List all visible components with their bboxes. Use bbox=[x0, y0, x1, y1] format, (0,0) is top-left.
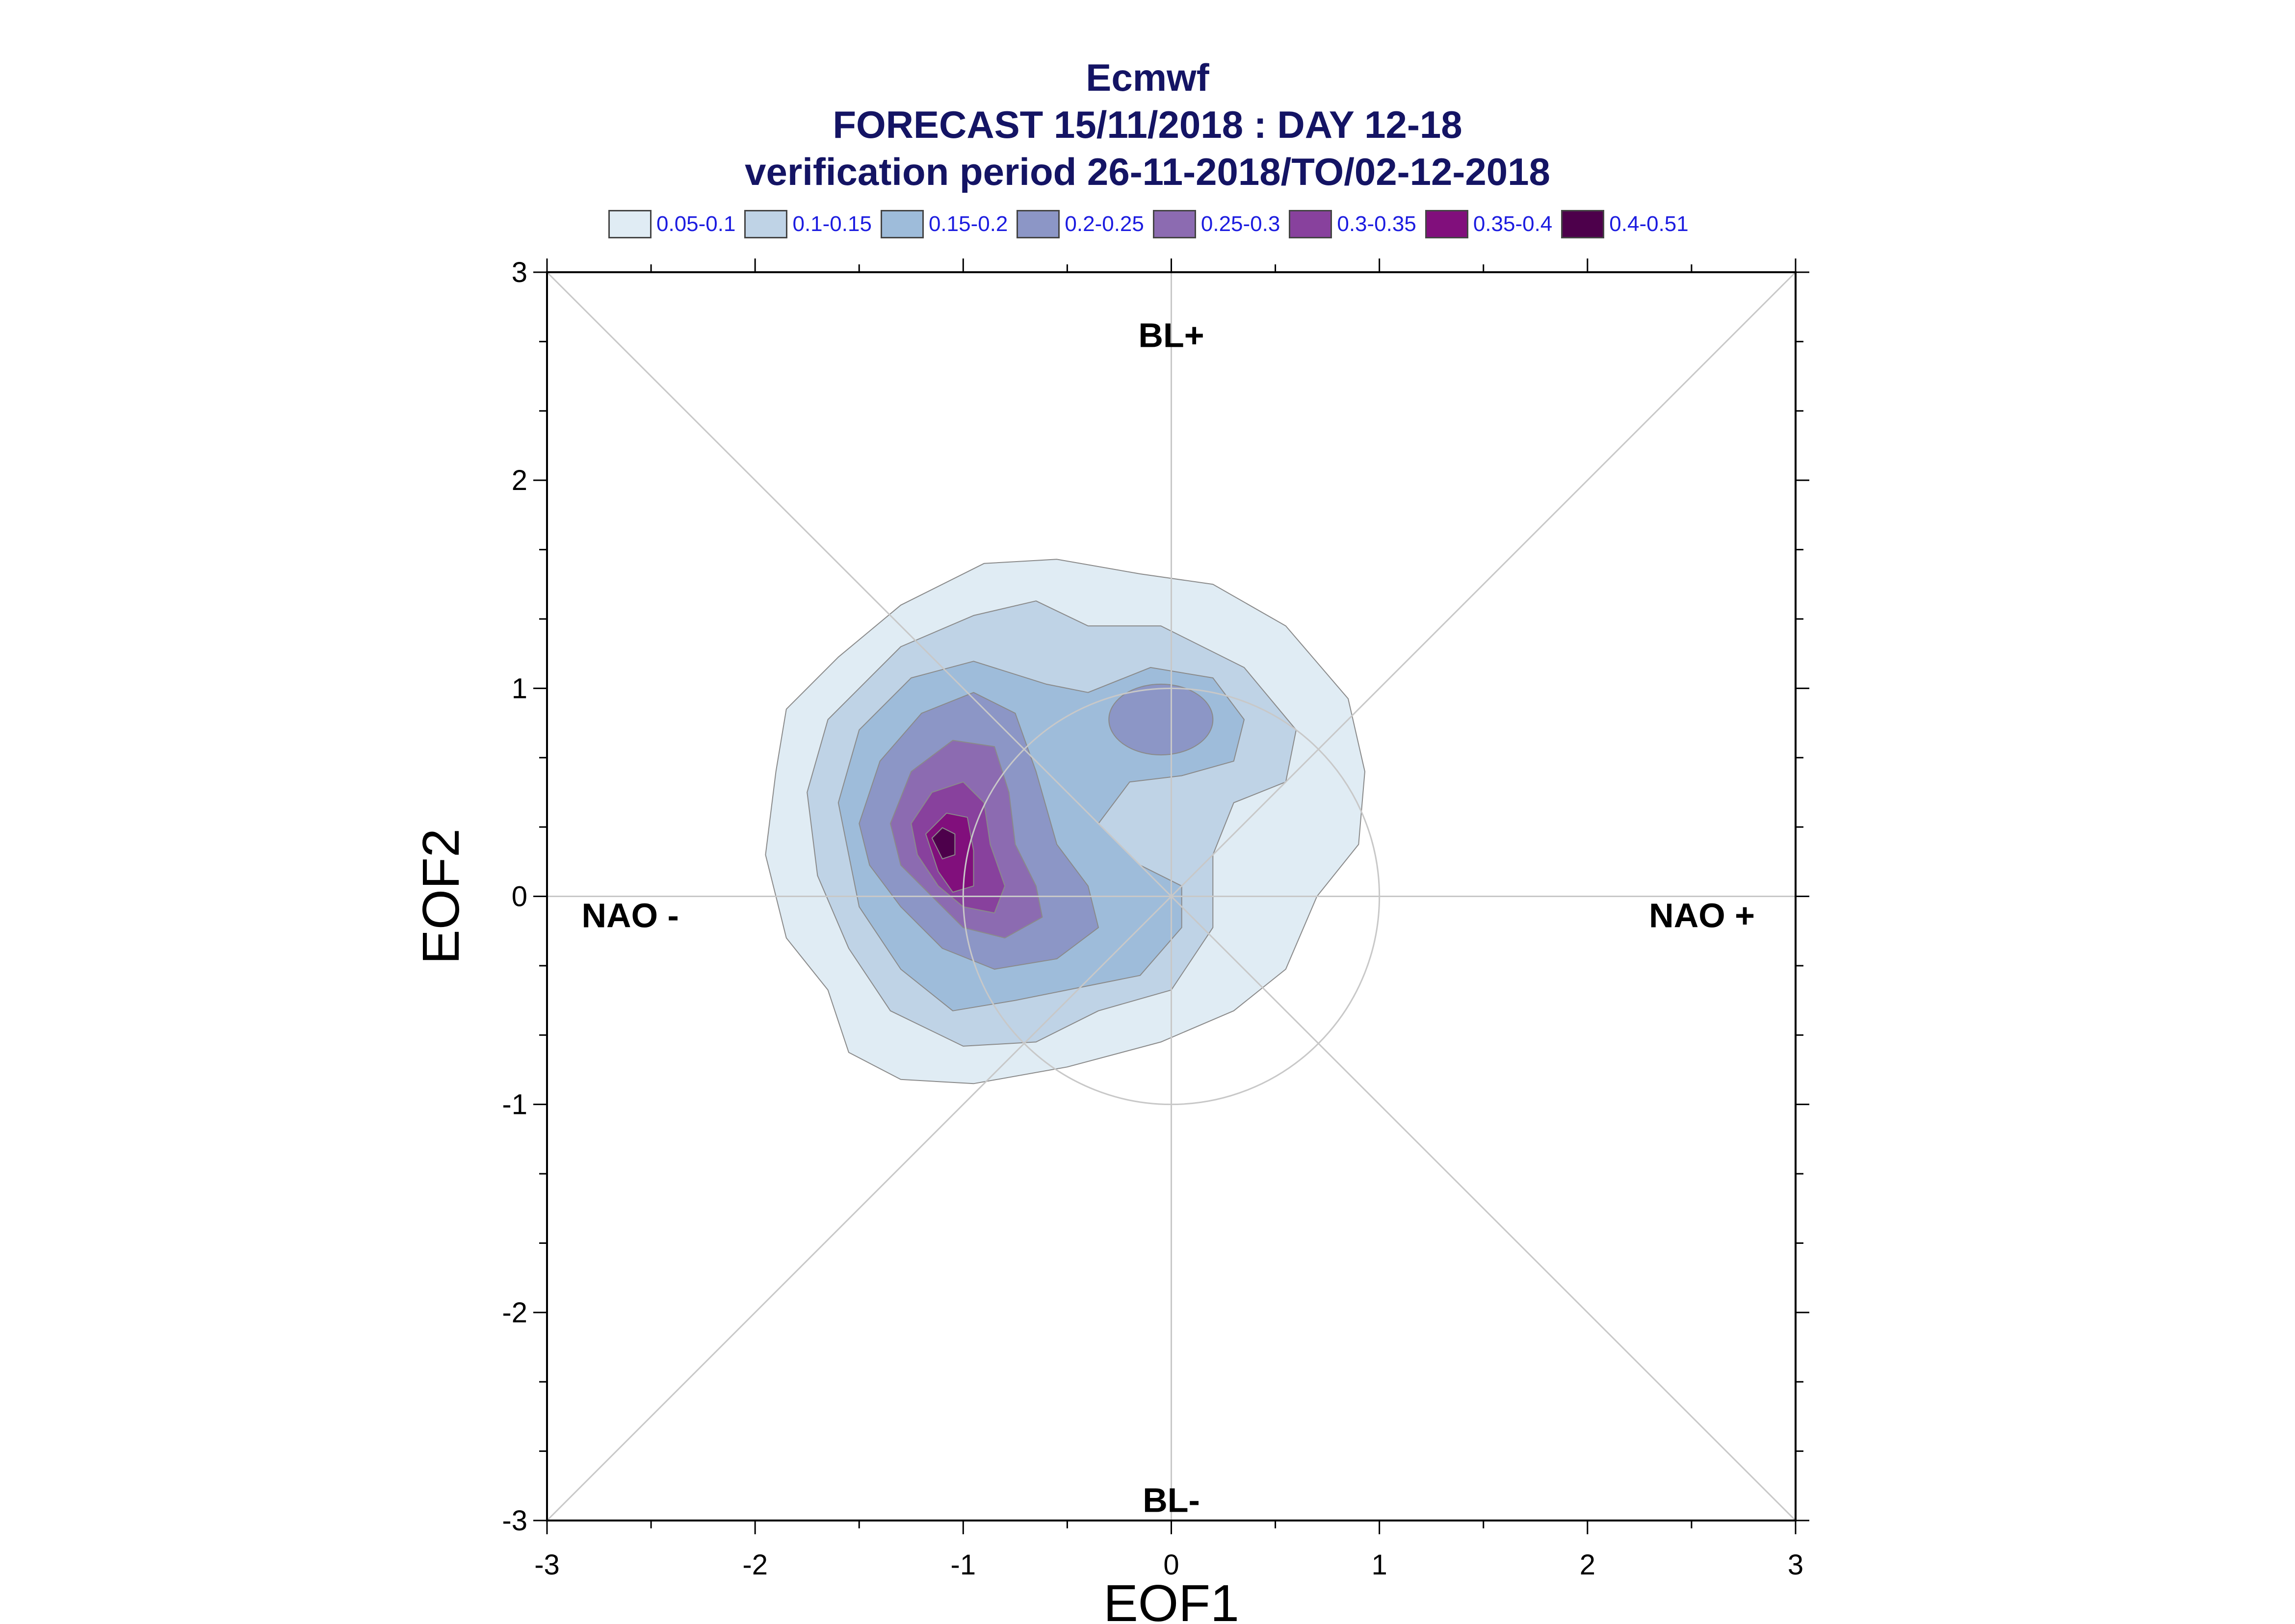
x-tick-label: -1 bbox=[951, 1549, 976, 1581]
legend-label: 0.25-0.3 bbox=[1200, 212, 1280, 236]
x-tick-label: -2 bbox=[742, 1549, 768, 1581]
x-tick-label: -3 bbox=[534, 1549, 560, 1581]
legend-label: 0.15-0.2 bbox=[928, 212, 1008, 236]
legend-label: 0.35-0.4 bbox=[1473, 212, 1553, 236]
density-contours bbox=[765, 559, 1365, 1084]
legend-item: 0.15-0.2 bbox=[880, 210, 1008, 238]
y-tick-label: 1 bbox=[512, 672, 527, 704]
legend-swatch bbox=[880, 210, 924, 238]
legend-item: 0.3-0.35 bbox=[1289, 210, 1416, 238]
regime-label-right: NAO + bbox=[1649, 897, 1755, 935]
x-tick-label: 1 bbox=[1372, 1549, 1387, 1581]
contour-level bbox=[931, 827, 956, 860]
chart-subtitle-verification: verification period 26-11-2018/TO/02-12-… bbox=[745, 150, 1550, 193]
legend-label: 0.05-0.1 bbox=[656, 212, 736, 236]
legend-item: 0.1-0.15 bbox=[744, 210, 872, 238]
chart-subtitle: FORECAST 15/11/2018 : DAY 12-18 bbox=[833, 103, 1462, 146]
y-tick-label: 2 bbox=[512, 464, 527, 496]
legend-item: 0.05-0.1 bbox=[608, 210, 735, 238]
legend-swatch bbox=[1425, 210, 1468, 238]
y-tick-label: -2 bbox=[502, 1297, 527, 1329]
regime-label-top: BL+ bbox=[1138, 316, 1204, 354]
y-tick-label: -1 bbox=[502, 1089, 527, 1121]
legend-swatch bbox=[744, 210, 788, 238]
legend-label: 0.2-0.25 bbox=[1065, 212, 1144, 236]
legend-swatch bbox=[1289, 210, 1332, 238]
legend-label: 0.4-0.51 bbox=[1609, 212, 1689, 236]
legend-swatch bbox=[1152, 210, 1196, 238]
reference-circle bbox=[962, 687, 1381, 1106]
chart-title: Ecmwf bbox=[1086, 56, 1209, 99]
y-tick-label: -3 bbox=[502, 1505, 527, 1537]
contour-secondary-maximum bbox=[1108, 683, 1214, 756]
guide-lines bbox=[546, 271, 1797, 1521]
legend-label: 0.3-0.35 bbox=[1337, 212, 1416, 236]
y-axis-title: EOF2 bbox=[412, 828, 470, 964]
legend-swatch bbox=[1017, 210, 1060, 238]
legend-swatch bbox=[1561, 210, 1605, 238]
axis-labels: -3 -2 -1 0 1 2 3 -3 -2 -1 0 1 2 3 EOF1 EOF2 BL+ BL- NAO - N… bbox=[412, 257, 1803, 1624]
axis-ticks bbox=[533, 258, 1809, 1534]
chart-legend: 0.05-0.1 0.1-0.15 0.15-0.2 0.2-0.25 0.25-0.3… bbox=[608, 207, 1697, 241]
x-tick-label: 2 bbox=[1580, 1549, 1595, 1581]
legend-item: 0.4-0.51 bbox=[1561, 210, 1689, 238]
legend-item: 0.2-0.25 bbox=[1017, 210, 1144, 238]
legend-swatch bbox=[608, 210, 652, 238]
x-axis-title: EOF1 bbox=[1103, 1574, 1239, 1624]
legend-item: 0.25-0.3 bbox=[1152, 210, 1280, 238]
regime-label-bottom: BL- bbox=[1143, 1481, 1200, 1520]
legend-item: 0.35-0.4 bbox=[1425, 210, 1552, 238]
legend-label: 0.1-0.15 bbox=[792, 212, 872, 236]
regime-label-left: NAO - bbox=[582, 897, 679, 935]
x-tick-label: 0 bbox=[1163, 1549, 1179, 1581]
y-tick-label: 0 bbox=[512, 881, 527, 913]
x-tick-label: 3 bbox=[1788, 1549, 1803, 1581]
y-tick-label: 3 bbox=[512, 257, 527, 288]
